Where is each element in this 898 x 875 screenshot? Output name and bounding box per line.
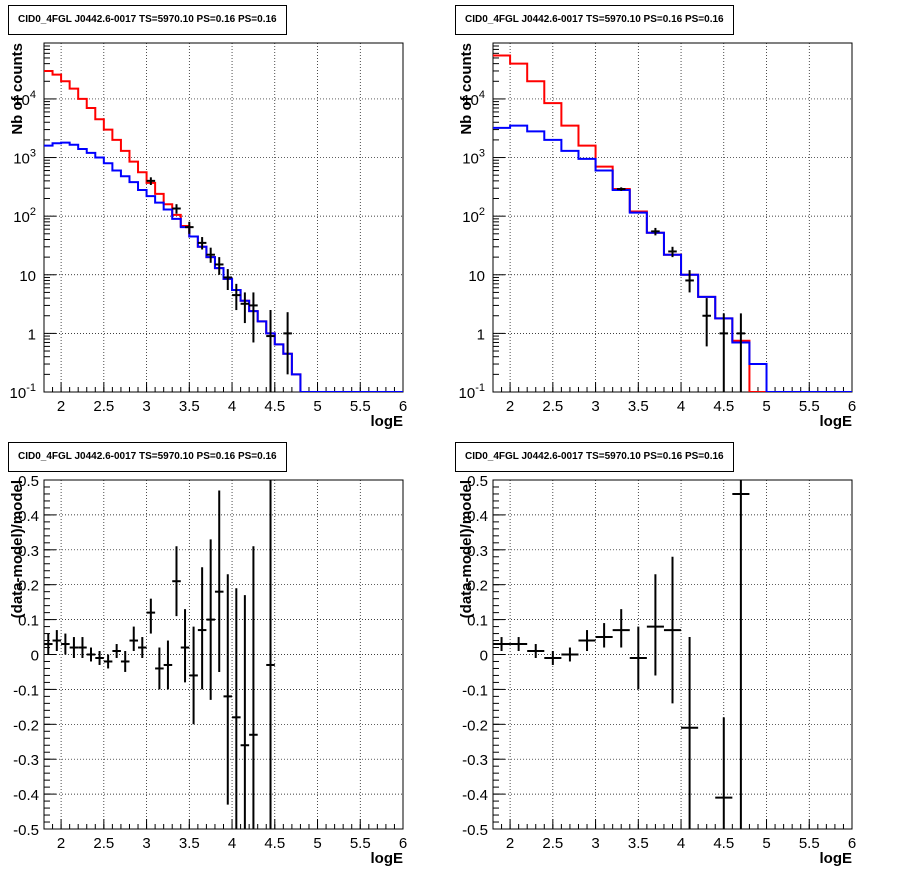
x-tick-label: 6: [848, 398, 856, 415]
y-tick-label: 0.3: [18, 543, 39, 560]
x-tick-label: 2: [57, 835, 65, 852]
x-tick-label: 6: [848, 835, 856, 852]
x-tick-label: 5.5: [799, 398, 820, 415]
plot-frame: [492, 42, 853, 393]
y-tick-label: -0.3: [13, 752, 39, 769]
x-axis-title: logE: [820, 413, 853, 430]
model-step-line: [493, 124, 852, 392]
x-axis-title: logE: [371, 413, 404, 430]
y-tick-label: 0.5: [18, 473, 39, 490]
x-tick-label: 2: [57, 398, 65, 415]
x-tick-label: 5: [762, 835, 770, 852]
x-tick-label: 3.5: [628, 835, 649, 852]
x-tick-label: 5: [762, 398, 770, 415]
x-tick-label: 2.5: [93, 398, 114, 415]
plot-pad-top-left: CID0_4FGL J0442.6-0017 TS=5970.10 PS=0.1…: [0, 0, 449, 437]
y-tick-label: -0.3: [462, 752, 488, 769]
y-tick-label: 0.5: [467, 473, 488, 490]
x-tick-label: 4.5: [713, 398, 734, 415]
y-tick-label: 10-1: [10, 382, 36, 402]
y-tick-label: 1: [28, 326, 36, 343]
plot-title: CID0_4FGL J0442.6-0017 TS=5970.10 PS=0.1…: [455, 442, 734, 472]
y-tick-label: 104: [462, 89, 485, 109]
y-axis-title: (data-model)/model: [458, 480, 475, 618]
y-tick-label: 0.3: [467, 543, 488, 560]
y-tick-label: -0.2: [462, 717, 488, 734]
x-tick-label: 4.5: [264, 398, 285, 415]
x-tick-label: 3: [591, 398, 599, 415]
x-tick-label: 3: [142, 835, 150, 852]
x-tick-label: 2.5: [542, 398, 563, 415]
plot-pad-bottom-left: CID0_4FGL J0442.6-0017 TS=5970.10 PS=0.1…: [0, 437, 449, 874]
x-tick-label: 5: [313, 835, 321, 852]
plot-title: CID0_4FGL J0442.6-0017 TS=5970.10 PS=0.1…: [8, 5, 287, 35]
x-tick-label: 2.5: [93, 835, 114, 852]
y-tick-label: -0.5: [13, 822, 39, 839]
y-tick-label: -0.1: [462, 682, 488, 699]
x-tick-label: 3.5: [179, 398, 200, 415]
y-tick-label: 0.4: [467, 508, 488, 525]
counts-plot: 2 2.5 3 3.5 4 4.5 5 5.5 6 10-1 1 10 102 103 104 logE Nb …: [458, 42, 856, 430]
y-tick-label: 0.1: [467, 613, 488, 630]
y-tick-label: -0.1: [13, 682, 39, 699]
y-tick-label: 0.2: [18, 578, 39, 595]
y-tick-label: -0.4: [13, 787, 39, 804]
series-group: [493, 54, 852, 392]
y-tick-label: 104: [13, 89, 36, 109]
y-tick-label: -0.5: [462, 822, 488, 839]
y-tick-label: 0.2: [467, 578, 488, 595]
x-tick-label: 2: [506, 835, 514, 852]
x-tick-label: 4: [677, 398, 685, 415]
y-axis-title: Nb of counts: [458, 43, 475, 135]
plot-title: CID0_4FGL J0442.6-0017 TS=5970.10 PS=0.1…: [455, 5, 734, 35]
x-tick-label: 4: [677, 835, 685, 852]
x-tick-label: 2: [506, 398, 514, 415]
x-tick-label: 4: [228, 398, 236, 415]
plot-pad-top-right: CID0_4FGL J0442.6-0017 TS=5970.10 PS=0.1…: [449, 0, 898, 437]
x-tick-label: 6: [399, 835, 407, 852]
x-tick-label: 4.5: [264, 835, 285, 852]
plot-frame: [43, 479, 404, 830]
y-tick-label: 103: [13, 148, 36, 168]
y-axis-title: Nb of counts: [9, 43, 26, 135]
y-tick-label: 102: [462, 206, 485, 226]
y-tick-label: 10-1: [459, 382, 485, 402]
x-tick-label: 3.5: [628, 398, 649, 415]
x-tick-label: 5.5: [350, 835, 371, 852]
residual-plot: 2 2.5 3 3.5 4 4.5 5 5.5 6 -0.5 -0.4 -0.3 -0.2 -0.1 0 0.…: [458, 473, 856, 867]
x-axis-title: logE: [820, 850, 853, 867]
x-tick-label: 6: [399, 398, 407, 415]
x-tick-label: 3.5: [179, 835, 200, 852]
plot-pad-bottom-right: CID0_4FGL J0442.6-0017 TS=5970.10 PS=0.1…: [449, 437, 898, 874]
y-tick-label: 102: [13, 206, 36, 226]
x-tick-label: 3: [591, 835, 599, 852]
x-tick-label: 2.5: [542, 835, 563, 852]
y-tick-label: 0: [480, 648, 488, 665]
x-tick-label: 5.5: [799, 835, 820, 852]
y-tick-label: 0.1: [18, 613, 39, 630]
x-tick-label: 5.5: [350, 398, 371, 415]
series-group: [44, 480, 275, 829]
plot-frame: [43, 42, 404, 393]
x-tick-label: 4: [228, 835, 236, 852]
residual-plot: 2 2.5 3 3.5 4 4.5 5 5.5 6 -0.5 -0.4 -0.3 -0.2 -0.1 0 0.…: [9, 473, 407, 867]
y-tick-label: -0.4: [462, 787, 488, 804]
y-tick-label: 0: [31, 648, 39, 665]
y-tick-label: 1: [477, 326, 485, 343]
x-tick-label: 5: [313, 398, 321, 415]
y-tick-label: 10: [468, 268, 485, 285]
counts-plot: 2 2.5 3 3.5 4 4.5 5 5.5 6 10-1 1 10 102 103 104 logE Nb …: [9, 42, 407, 430]
x-tick-label: 4.5: [713, 835, 734, 852]
y-tick-label: 10: [19, 268, 36, 285]
y-axis-title: (data-model)/model: [9, 480, 26, 618]
series-group: [493, 480, 750, 829]
series-group: [44, 69, 403, 392]
y-tick-label: 0.4: [18, 508, 39, 525]
y-tick-label: 103: [462, 148, 485, 168]
x-tick-label: 3: [142, 398, 150, 415]
y-tick-label: -0.2: [13, 717, 39, 734]
plot-title: CID0_4FGL J0442.6-0017 TS=5970.10 PS=0.1…: [8, 442, 287, 472]
x-axis-title: logE: [371, 850, 404, 867]
